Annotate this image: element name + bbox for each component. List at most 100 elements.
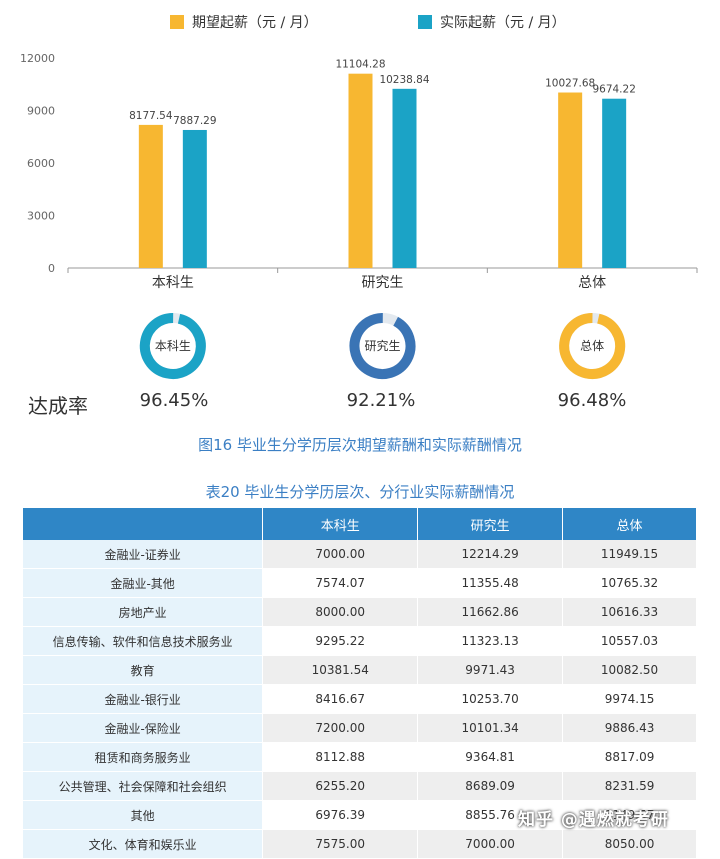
table-row-label: 房地产业: [23, 597, 264, 627]
table-row: 信息传输、软件和信息技术服务业 9295.22 11323.13 10557.03: [23, 626, 697, 656]
table-cell: 8000.00: [262, 597, 419, 627]
table-row: 文化、体育和娱乐业 7575.00 7000.00 8050.00: [23, 829, 697, 859]
table-cell: 11323.13: [417, 626, 564, 656]
table-cell: 9364.81: [417, 742, 564, 772]
donut-progress: [559, 313, 626, 380]
table-cell: 11949.15: [562, 540, 697, 569]
table-cell: 10253.70: [417, 684, 564, 714]
table-cell: 9971.43: [417, 655, 564, 685]
donut-label: 研究生: [364, 338, 400, 353]
table-cell: 8855.76: [417, 800, 564, 830]
legend-actual: 实际起薪（元 / 月）: [418, 12, 566, 32]
bar-actual: [602, 98, 627, 269]
table-cell: 9974.15: [562, 684, 697, 714]
bar-data-label: 7887.29: [173, 115, 216, 127]
donut-progress: [349, 313, 416, 379]
achievement-value-graduate: 92.21%: [346, 390, 416, 411]
table-cell: 8149.57: [562, 800, 697, 830]
salary-bar-chart: 0 3000 6000 9000 12000 本科生 8177.54 7887.29 研究生 11…: [20, 52, 698, 380]
table-row: 教育 10381.54 9971.43 10082.50: [23, 655, 697, 685]
donut-progress: [139, 313, 206, 379]
legend-expected: 期望起薪（元 / 月）: [170, 12, 318, 32]
donut-label: 本科生: [155, 339, 191, 353]
table-cell: 7200.00: [262, 713, 419, 743]
legend-actual-swatch: [418, 15, 432, 29]
table-cell: 11662.86: [417, 597, 564, 627]
table-cell: 10616.33: [562, 597, 697, 627]
legend-actual-label: 实际起薪（元 / 月）: [440, 15, 566, 31]
table-row-label: 租赁和商务服务业: [23, 742, 264, 772]
bar-actual: [182, 129, 207, 268]
x-category-label: 研究生: [362, 275, 404, 291]
bar-actual: [392, 88, 417, 268]
table-cell: 8817.09: [562, 742, 697, 772]
table-row-label: 金融业-银行业: [23, 684, 264, 714]
table-header-cell: 本科生: [262, 508, 419, 540]
table-row: 房地产业 8000.00 11662.86 10616.33: [23, 597, 697, 627]
table-row-label: 公共管理、社会保障和社会组织: [23, 771, 264, 801]
table-cell: 12214.29: [417, 540, 564, 569]
table-row: 公共管理、社会保障和社会组织 6255.20 8689.09 8231.59: [23, 771, 697, 801]
bar-expected: [138, 124, 163, 268]
x-category-label: 总体: [578, 275, 606, 291]
table-cell: 8231.59: [562, 771, 697, 801]
bar-data-label: 10027.68: [545, 78, 595, 90]
table-row: 金融业-保险业 7200.00 10101.34 9886.43: [23, 713, 697, 743]
achievement-row: 达成率 96.45% 92.21% 96.48%: [0, 390, 720, 418]
legend-expected-swatch: [170, 15, 184, 29]
table-row-label: 金融业-其他: [23, 568, 264, 598]
y-tick-label: 6000: [27, 157, 55, 170]
table-row: 金融业-证券业 7000.00 12214.29 11949.15: [23, 540, 697, 569]
table-cell: 9886.43: [562, 713, 697, 743]
figure-caption: 图16 毕业生分学历层次期望薪酬和实际薪酬情况: [198, 436, 522, 454]
table-header-row: 本科生 研究生 总体: [23, 508, 697, 540]
bar-expected: [558, 92, 583, 269]
table-cell: 7574.07: [262, 568, 419, 598]
table-row-label: 金融业-证券业: [23, 540, 264, 569]
y-tick-label: 12000: [20, 52, 55, 65]
table-cell: 7575.00: [262, 829, 419, 859]
table-cell: 7000.00: [417, 829, 564, 859]
table-cell: 9295.22: [262, 626, 419, 656]
table-caption: 表20 毕业生分学历层次、分行业实际薪酬情况: [205, 483, 515, 501]
table-cell: 8050.00: [562, 829, 697, 859]
bar-data-label: 8177.54: [129, 110, 173, 122]
table-cell: 6976.39: [262, 800, 419, 830]
table-row-label: 其他: [23, 800, 264, 830]
table-row-label: 信息传输、软件和信息技术服务业: [23, 626, 264, 656]
table-row: 其他 6976.39 8855.76 8149.57: [23, 800, 697, 830]
achievement-label: 达成率: [28, 394, 88, 418]
bar-data-label: 11104.28: [335, 59, 385, 71]
table-cell: 8689.09: [417, 771, 564, 801]
table-cell: 7000.00: [262, 540, 419, 569]
table-cell: 8416.67: [262, 684, 419, 714]
donut-label: 总体: [580, 339, 604, 353]
y-tick-label: 0: [48, 262, 55, 275]
y-tick-label: 3000: [27, 210, 55, 223]
bar-data-label: 9674.22: [592, 84, 635, 96]
table-cell: 10381.54: [262, 655, 419, 685]
table-row-label: 文化、体育和娱乐业: [23, 829, 264, 859]
table-cell: 10557.03: [562, 626, 697, 656]
y-tick-label: 9000: [27, 105, 55, 118]
table-row: 租赁和商务服务业 8112.88 9364.81 8817.09: [23, 742, 697, 772]
achievement-value-overall: 96.48%: [557, 390, 627, 411]
table-row-label: 金融业-保险业: [23, 713, 264, 743]
table-cell: 8112.88: [262, 742, 419, 772]
table-header-cell: 总体: [562, 508, 697, 540]
table-header-cell: 研究生: [417, 508, 564, 540]
table-cell: 10101.34: [417, 713, 564, 743]
bar-expected: [348, 73, 373, 268]
table-row-label: 教育: [23, 655, 264, 685]
bar-data-label: 10238.84: [379, 74, 429, 86]
table-cell: 10765.32: [562, 568, 697, 598]
legend-expected-label: 期望起薪（元 / 月）: [192, 15, 318, 31]
table-header-cell: [23, 508, 264, 540]
table-cell: 6255.20: [262, 771, 419, 801]
table-cell: 11355.48: [417, 568, 564, 598]
x-category-label: 本科生: [152, 275, 194, 291]
table-row: 金融业-银行业 8416.67 10253.70 9974.15: [23, 684, 697, 714]
table-cell: 10082.50: [562, 655, 697, 685]
watermark: 知乎 @遇燃就考研: [518, 810, 669, 830]
table-row: 金融业-其他 7574.07 11355.48 10765.32: [23, 568, 697, 598]
